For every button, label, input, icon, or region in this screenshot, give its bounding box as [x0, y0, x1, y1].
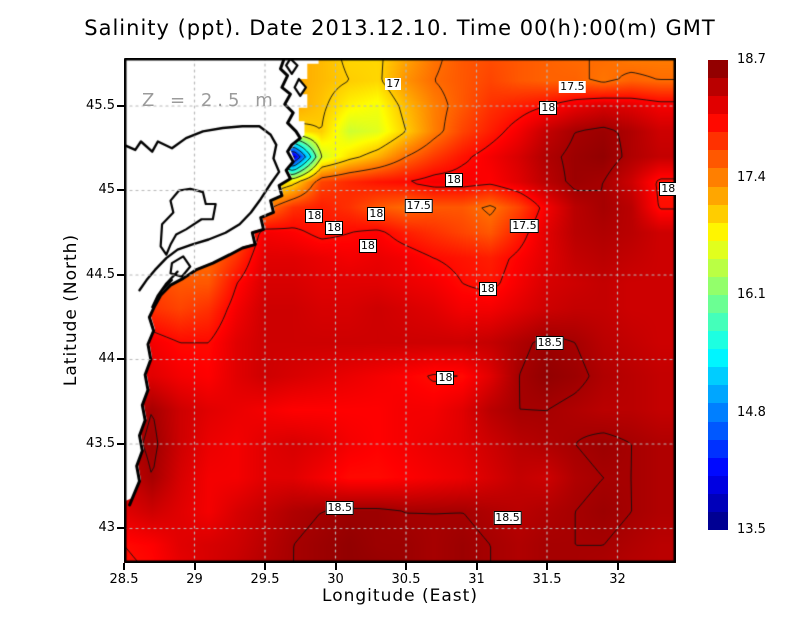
colorbar-segment	[708, 295, 728, 314]
colorbar-segment	[708, 511, 728, 531]
x-tick-mark	[264, 563, 266, 570]
colorbar-segment	[708, 385, 728, 404]
x-tick-mark	[546, 563, 548, 570]
colorbar-segment	[708, 60, 728, 79]
colorbar-segment	[708, 367, 728, 386]
x-axis-label: Longitude (East)	[322, 586, 478, 606]
colorbar-segment	[708, 150, 728, 169]
colorbar-tick-label: 16.1	[737, 287, 766, 302]
x-tick-mark	[616, 563, 619, 570]
x-tick-mark	[475, 563, 478, 570]
y-tick-label: 45.5	[86, 97, 115, 113]
y-tick-label: 43.5	[86, 435, 115, 451]
x-tick-mark	[123, 563, 125, 570]
x-tick-label: 30.5	[391, 572, 421, 587]
y-tick-label: 45	[98, 182, 115, 198]
colorbar-segment	[708, 114, 728, 133]
colorbar	[708, 60, 728, 531]
y-tick-mark	[117, 189, 124, 192]
y-tick-mark	[117, 104, 124, 107]
x-tick-label: 31.5	[532, 572, 562, 587]
colorbar-segment	[708, 349, 728, 368]
colorbar-segment	[708, 276, 728, 296]
x-tick-label: 31	[468, 572, 485, 587]
colorbar-segment	[708, 493, 728, 512]
colorbar-segment	[708, 313, 728, 332]
colorbar-segment	[708, 186, 728, 205]
x-tick-mark	[334, 563, 337, 570]
y-tick-label: 44	[98, 351, 115, 367]
colorbar-segment	[708, 222, 728, 241]
x-tick-label: 28.5	[109, 572, 139, 587]
colorbar-segment	[708, 240, 728, 259]
colorbar-segment	[708, 204, 728, 223]
colorbar-segment	[708, 168, 728, 187]
colorbar-tick-label: 14.8	[737, 404, 766, 420]
colorbar-segment	[708, 403, 728, 422]
colorbar-segment	[708, 331, 728, 350]
y-tick-mark	[117, 273, 124, 276]
y-tick-mark	[117, 442, 124, 445]
y-tick-mark	[117, 527, 124, 530]
x-tick-label: 30	[327, 572, 344, 587]
x-tick-mark	[193, 563, 196, 570]
colorbar-tick-label: 18.7	[737, 52, 766, 67]
chart-title: Salinity (ppt). Date 2013.12.10. Time 00…	[84, 16, 716, 40]
y-tick-label: 44.5	[86, 266, 115, 282]
y-tick-mark	[117, 358, 124, 361]
colorbar-segment	[708, 78, 728, 97]
colorbar-tick-label: 13.5	[737, 522, 766, 537]
x-tick-mark	[405, 563, 407, 570]
colorbar-segment	[708, 258, 728, 277]
x-tick-label: 32	[609, 572, 626, 587]
colorbar-segment	[708, 132, 728, 151]
x-tick-label: 29.5	[250, 572, 280, 587]
colorbar-segment	[708, 457, 728, 476]
colorbar-segment	[708, 475, 728, 494]
x-tick-label: 29	[186, 572, 203, 587]
y-tick-label: 43	[98, 520, 115, 536]
salinity-heatmap-canvas	[124, 58, 676, 563]
colorbar-tick-label: 17.4	[737, 169, 766, 185]
colorbar-segment	[708, 439, 728, 458]
colorbar-segment	[708, 421, 728, 440]
colorbar-segment	[708, 96, 728, 115]
